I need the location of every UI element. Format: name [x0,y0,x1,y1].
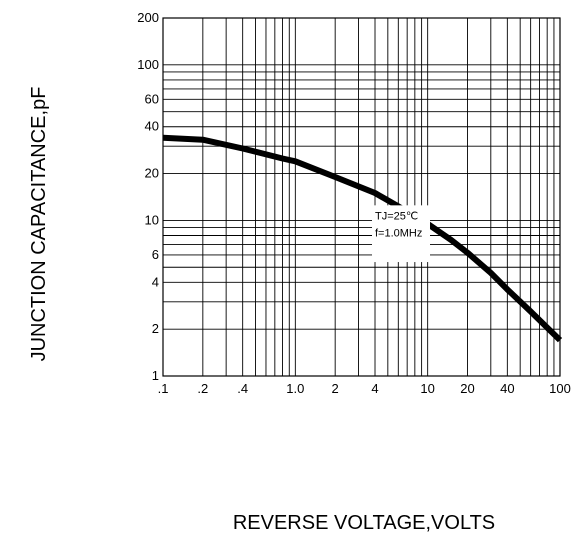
frequency-annotation: f=1.0MHz [375,227,422,239]
x-tick-label: .1 [158,381,169,396]
x-tick-label: 40 [500,381,514,396]
plot-frame [162,17,561,377]
x-tick-label: 100 [549,381,571,396]
y-tick-label: 20 [145,166,159,181]
y-tick-label: 60 [145,91,159,106]
x-tick-label: 4 [371,381,378,396]
grid-lines [162,17,561,377]
x-axis-title: REVERSE VOLTAGE,VOLTS [233,512,495,534]
y-tick-label: 100 [137,57,159,72]
y-tick-label: 40 [145,119,159,134]
y-tick-label: 1 [152,368,159,383]
series-layer [162,134,563,343]
annotation-background [372,205,431,263]
x-tick-label: .2 [197,381,208,396]
y-tick-label: 4 [152,274,159,289]
y-tick-label: 200 [137,10,159,25]
y-tick-label: 10 [145,212,159,227]
x-tick-label: 1.0 [286,381,304,396]
x-tick-label: .4 [237,381,248,396]
tick-labels: .1 .2 .4 1.0 2 4 10 20 40 100 1 2 4 6 10 20 40 60 100 200 [137,10,571,396]
x-tick-label: 10 [420,381,434,396]
x-tick-label: 20 [460,381,474,396]
y-tick-label: 6 [152,247,159,262]
temperature-annotation: TJ=25℃ [375,210,418,222]
x-tick-label: 2 [332,381,339,396]
capacitance-curve [162,134,563,343]
conditions-annotation: TJ=25℃ f=1.0MHz [372,205,431,263]
y-axis-title: JUNCTION CAPACITANCE,pF [28,87,50,362]
y-tick-label: 2 [152,321,159,336]
